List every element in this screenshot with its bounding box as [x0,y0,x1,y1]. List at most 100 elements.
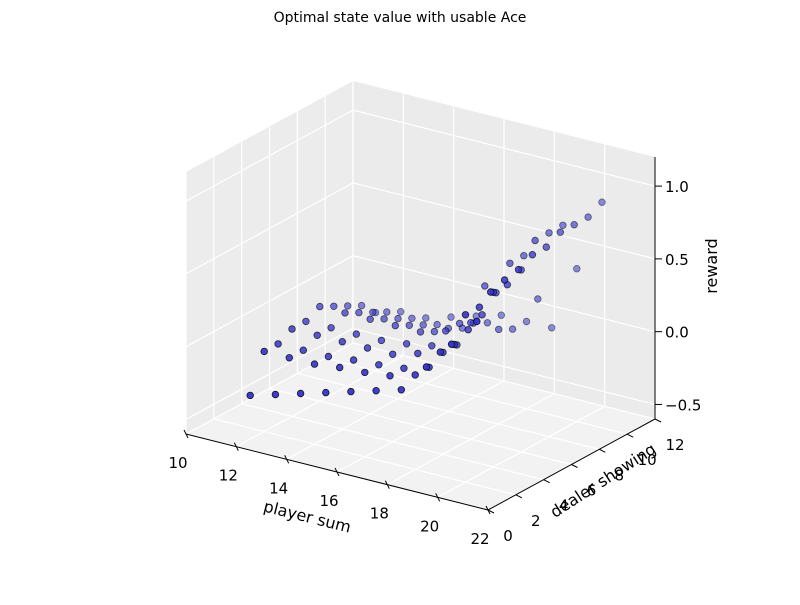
data-point [436,348,444,356]
gridline-z-left [185,182,354,275]
data-point [274,340,282,348]
data-point [478,311,486,319]
data-point [461,311,470,319]
y-tick [599,448,606,453]
data-point [428,342,436,350]
data-point [372,387,380,395]
data-point [414,349,422,358]
data-point [487,288,495,296]
data-point [271,390,280,399]
z-tick-label: 0.0 [665,324,689,342]
data-point [483,319,492,327]
data-point [313,331,321,339]
gridline-z-back [352,182,656,260]
y-tick [626,433,634,438]
chart-title: Optimal state value with usable Ace [273,10,527,26]
x-tick-label: 14 [269,479,288,497]
x-axis-label: player sum [262,497,353,537]
data-point [397,308,405,316]
data-point [361,368,369,377]
x-tick [183,429,189,439]
data-point [299,346,307,354]
data-point [375,361,383,369]
data-point [455,319,464,328]
data-point [405,321,413,329]
data-point [506,259,514,267]
z-tick-label: 0.5 [665,251,689,269]
data-point [322,388,330,397]
data-point [341,309,349,317]
y-tick [543,479,550,484]
data-point [497,311,505,319]
x-tick [284,455,290,464]
data-point [285,354,293,362]
data-point [508,325,517,333]
x-tick-label: 22 [470,530,489,548]
gridline-z-back [352,109,656,187]
data-point [528,250,537,259]
data-point [366,315,374,323]
x-tick-label: 10 [168,454,187,472]
data-point [336,363,344,372]
data-point [419,321,427,329]
y-tick-label: 2 [531,512,541,530]
z-axis-label: reward [702,238,721,293]
data-point [584,213,592,221]
data-point [481,282,489,290]
data-point [402,340,411,348]
data-point [570,220,578,229]
data-point [347,387,355,396]
x-tick-label: 12 [219,467,238,485]
data-point [324,352,333,361]
gridline-y-floor [241,403,544,481]
data-point [598,198,606,206]
y-tick [515,494,523,499]
data-point [475,303,484,311]
data-point [310,360,319,368]
data-point [520,251,528,260]
data-point [327,324,335,332]
data-point [316,302,324,311]
data-point [514,265,523,274]
data-point [534,295,542,303]
data-point [363,344,372,352]
gridline-y-floor [269,387,572,466]
x-tick [233,442,239,451]
data-point [433,320,441,329]
y-tick-label: 10 [638,451,657,469]
data-point [467,319,475,327]
data-point [369,308,377,316]
data-point [377,336,386,345]
data-point [357,301,366,310]
data-point [352,330,360,338]
data-point [500,276,509,284]
gridline-z-back [352,327,656,406]
data-point [559,221,567,229]
data-point [495,325,503,334]
x-tick [334,467,340,477]
data-point [542,243,550,251]
data-point [389,350,397,358]
y-tick-label: 12 [665,436,684,454]
x-tick [435,493,441,502]
data-point [442,327,450,335]
data-point [531,236,539,245]
data-point [397,386,405,394]
data-point [430,327,439,336]
data-point [288,325,296,333]
data-point [573,265,581,273]
data-point [246,391,254,400]
x-tick-label: 18 [370,505,389,523]
data-point [296,389,305,398]
data-point [411,371,419,379]
y-tick-label: 4 [559,497,569,515]
y-tick [654,418,662,423]
data-point [464,326,472,334]
data-point [355,308,363,317]
y-tick [487,509,495,514]
data-point [416,328,425,336]
data-point [522,317,531,326]
data-point [548,324,556,332]
